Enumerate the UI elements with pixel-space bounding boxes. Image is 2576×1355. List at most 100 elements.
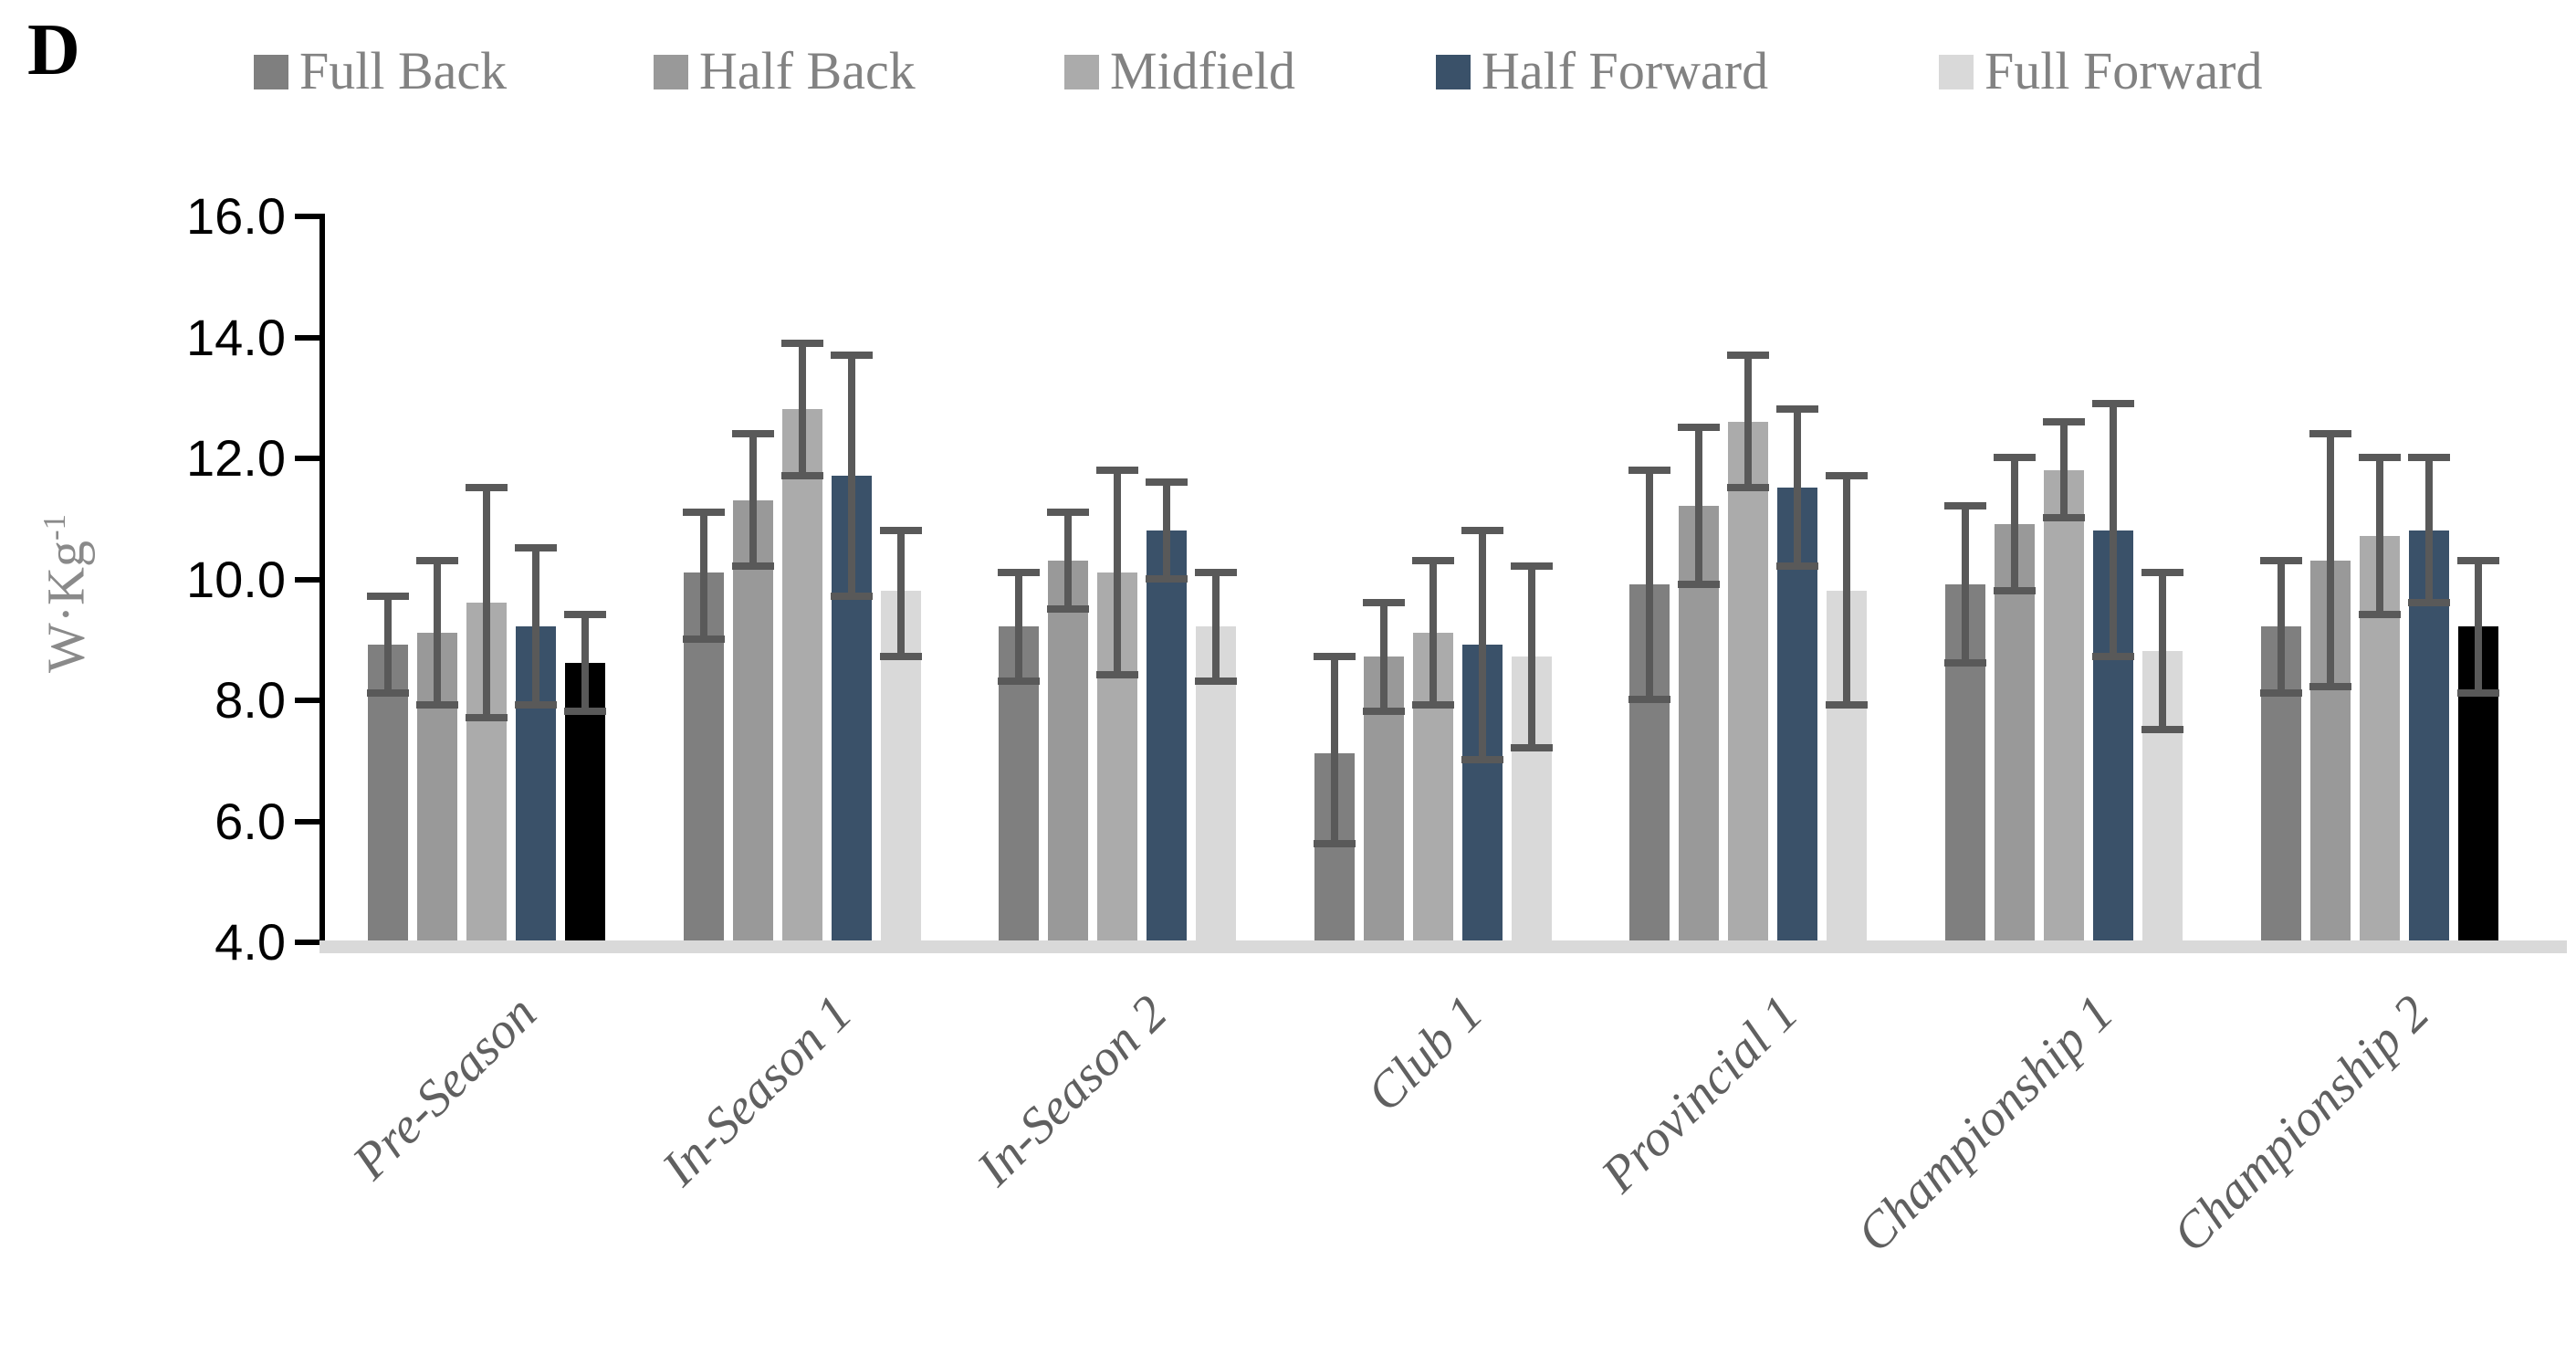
error-bar-cap xyxy=(1313,653,1356,661)
error-bar-cap xyxy=(1461,755,1503,763)
error-bar-cap xyxy=(515,544,557,552)
y-tick-label: 4.0 xyxy=(215,913,286,971)
error-bar-line xyxy=(1379,602,1387,711)
legend-item: Half Forward xyxy=(1436,42,1768,100)
error-bar-cap xyxy=(780,339,823,347)
error-bar-line xyxy=(2474,560,2482,694)
error-bar-cap xyxy=(780,472,823,480)
error-bar-cap xyxy=(1096,466,1139,474)
bar-in-season-1-half-back xyxy=(732,499,773,940)
bar-in-season-2-half-forward xyxy=(1147,530,1188,940)
error-bar-cap xyxy=(1362,707,1405,715)
error-bar-cap xyxy=(1146,574,1189,583)
error-bar-cap xyxy=(2407,454,2450,462)
error-bar-cap xyxy=(2407,598,2450,606)
error-bar-cap xyxy=(1944,659,1986,667)
y-axis-title-main: W·Kg xyxy=(36,541,96,673)
y-tick-mark xyxy=(295,698,319,703)
error-bar-line xyxy=(1015,572,1023,681)
error-bar-line xyxy=(434,560,441,706)
legend-item-label: Midfield xyxy=(1110,41,1295,100)
y-tick-label: 12.0 xyxy=(186,429,286,487)
legend-item-label: Half Forward xyxy=(1482,41,1769,100)
x-label-pre-season: Pre-Season xyxy=(341,984,548,1191)
error-bar-line xyxy=(1064,511,1073,609)
error-bar-line xyxy=(2060,421,2068,519)
error-bar-cap xyxy=(998,568,1041,576)
error-bar-cap xyxy=(1776,562,1819,571)
error-bar-cap xyxy=(1096,671,1139,679)
error-bar-cap xyxy=(2456,689,2499,698)
bar-provincial-1-midfield xyxy=(1728,421,1769,940)
error-bar-line xyxy=(1330,656,1338,845)
y-axis-line xyxy=(319,214,325,948)
error-bar-cap xyxy=(682,635,725,643)
error-bar-line xyxy=(2277,560,2285,694)
error-bar-cap xyxy=(731,429,774,437)
error-bar-cap xyxy=(367,593,409,601)
error-bar-line xyxy=(1163,481,1171,579)
error-bar-cap xyxy=(416,701,458,709)
error-bar-line xyxy=(699,511,707,639)
y-tick-mark xyxy=(295,456,319,461)
error-bar-line xyxy=(896,530,905,657)
error-bar-line xyxy=(2110,403,2117,657)
error-bar-cap xyxy=(2358,611,2401,619)
bar-championship-1-midfield xyxy=(2044,469,2084,940)
error-bar-line xyxy=(2375,457,2383,615)
error-bar-cap xyxy=(1510,562,1553,571)
error-bar-line xyxy=(749,433,757,567)
y-tick-mark xyxy=(295,576,319,583)
bar-in-season-2-half-back xyxy=(1048,560,1089,940)
error-bar-cap xyxy=(1678,581,1721,589)
error-bar-cap xyxy=(1994,586,2036,594)
x-label-club-1: Club 1 xyxy=(1356,984,1494,1123)
error-bar-cap xyxy=(416,556,458,564)
error-bar-line xyxy=(1429,560,1437,706)
bar-in-season-1-midfield xyxy=(781,409,822,940)
error-bar-cap xyxy=(2141,568,2183,576)
error-bar-cap xyxy=(466,484,508,492)
error-bar-cap xyxy=(2092,653,2134,661)
error-bar-line xyxy=(2011,457,2018,591)
error-bar-cap xyxy=(367,689,409,698)
y-tick-label: 16.0 xyxy=(186,187,286,245)
error-bar-cap xyxy=(2456,556,2499,564)
legend-swatch-3 xyxy=(1436,55,1471,89)
y-tick-label: 10.0 xyxy=(186,550,286,608)
error-bar-cap xyxy=(1461,526,1503,534)
y-axis-title-superscript: -1 xyxy=(37,514,73,541)
x-label-provincial-1: Provincial 1 xyxy=(1590,984,1809,1203)
error-bar-cap xyxy=(2259,556,2302,564)
legend-swatch-4 xyxy=(1939,55,1974,89)
legend-swatch-1 xyxy=(654,55,688,89)
error-bar-cap xyxy=(1826,701,1869,709)
legend-item-label: Full Back xyxy=(299,41,508,100)
error-bar-cap xyxy=(1195,677,1238,685)
panel-label: D xyxy=(27,10,80,90)
error-bar-cap xyxy=(879,653,922,661)
error-bar-cap xyxy=(998,677,1041,685)
legend-item-label: Full Forward xyxy=(1984,41,2263,100)
error-bar-cap xyxy=(1195,568,1238,576)
error-bar-cap xyxy=(830,352,873,360)
error-bar-cap xyxy=(1826,472,1869,480)
error-bar-line xyxy=(2326,433,2334,688)
error-bar-cap xyxy=(1994,454,2036,462)
y-tick-mark xyxy=(295,940,319,945)
error-bar-line xyxy=(2424,457,2433,603)
legend-item: Midfield xyxy=(1064,42,1295,100)
error-bar-cap xyxy=(1727,352,1770,360)
error-bar-cap xyxy=(2309,429,2351,437)
error-bar-cap xyxy=(830,593,873,601)
error-bar-line xyxy=(1478,530,1486,760)
error-bar-line xyxy=(1695,427,1703,585)
y-tick-label: 6.0 xyxy=(215,792,286,850)
error-bar-line xyxy=(1744,355,1753,488)
x-label-in-season-2: In-Season 2 xyxy=(966,984,1178,1197)
error-bar-line xyxy=(532,548,539,706)
legend-item-label: Half Back xyxy=(699,41,916,100)
error-bar-cap xyxy=(731,562,774,571)
error-bar-line xyxy=(483,488,490,718)
